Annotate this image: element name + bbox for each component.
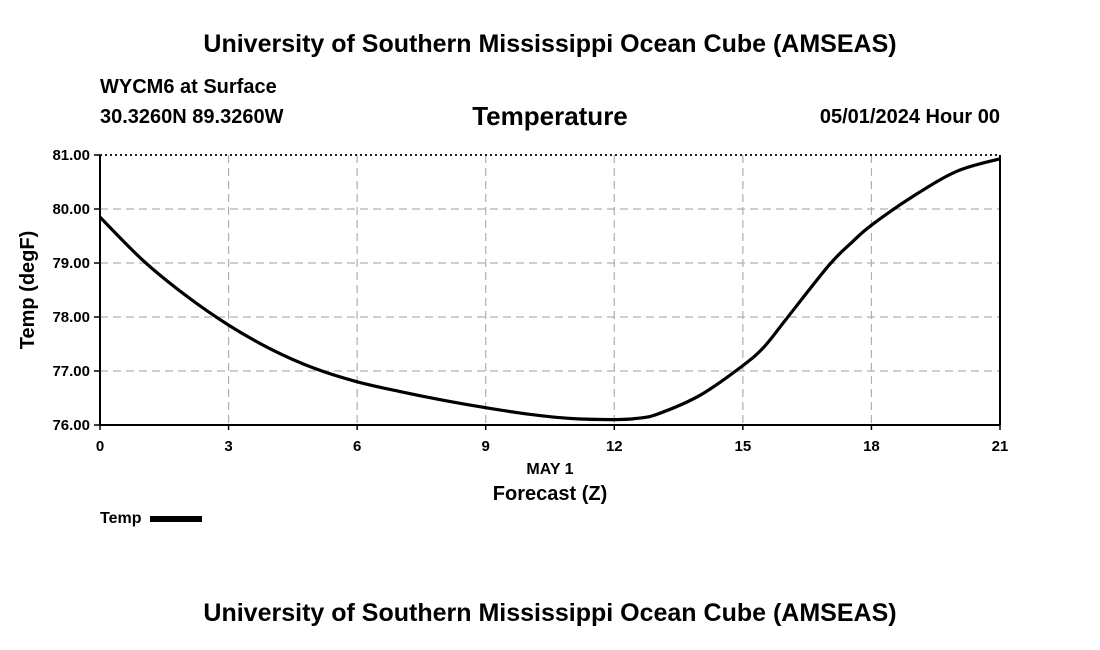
coordinates-label: 30.3260N 89.3260W: [100, 106, 284, 128]
x-tick-label: 6: [353, 438, 361, 455]
y-tick-label: 79.00: [52, 255, 90, 272]
chart-title-top: University of Southern Mississippi Ocean…: [203, 30, 897, 58]
x-date-label: MAY 1: [526, 461, 573, 478]
x-tick-label: 21: [992, 438, 1009, 455]
x-tick-label: 3: [224, 438, 232, 455]
x-tick-label: 0: [96, 438, 104, 455]
y-tick-label: 76.00: [52, 417, 90, 434]
legend-swatch: [150, 516, 203, 522]
y-tick-label: 80.00: [52, 201, 90, 218]
datetime-label: 05/01/2024 Hour 00: [819, 106, 1000, 128]
legend-label: Temp: [100, 510, 142, 527]
chart-subtitle: Temperature: [472, 101, 628, 131]
x-tick-label: 9: [482, 438, 490, 455]
y-tick-label: 78.00: [52, 309, 90, 326]
series-line-temp: [98, 157, 1001, 422]
x-tick-label: 12: [606, 438, 623, 455]
x-tick-label: 18: [863, 438, 880, 455]
y-tick-label: 81.00: [52, 147, 90, 164]
y-tick-label: 77.00: [52, 363, 90, 380]
x-axis-label: Forecast (Z): [493, 483, 607, 505]
legend: Temp: [100, 510, 203, 528]
chart-title-bottom: University of Southern Mississippi Ocean…: [203, 599, 897, 627]
y-axis-label: Temp (degF): [17, 231, 39, 350]
station-label: WYCM6 at Surface: [100, 76, 277, 98]
x-tick-label: 15: [735, 438, 752, 455]
